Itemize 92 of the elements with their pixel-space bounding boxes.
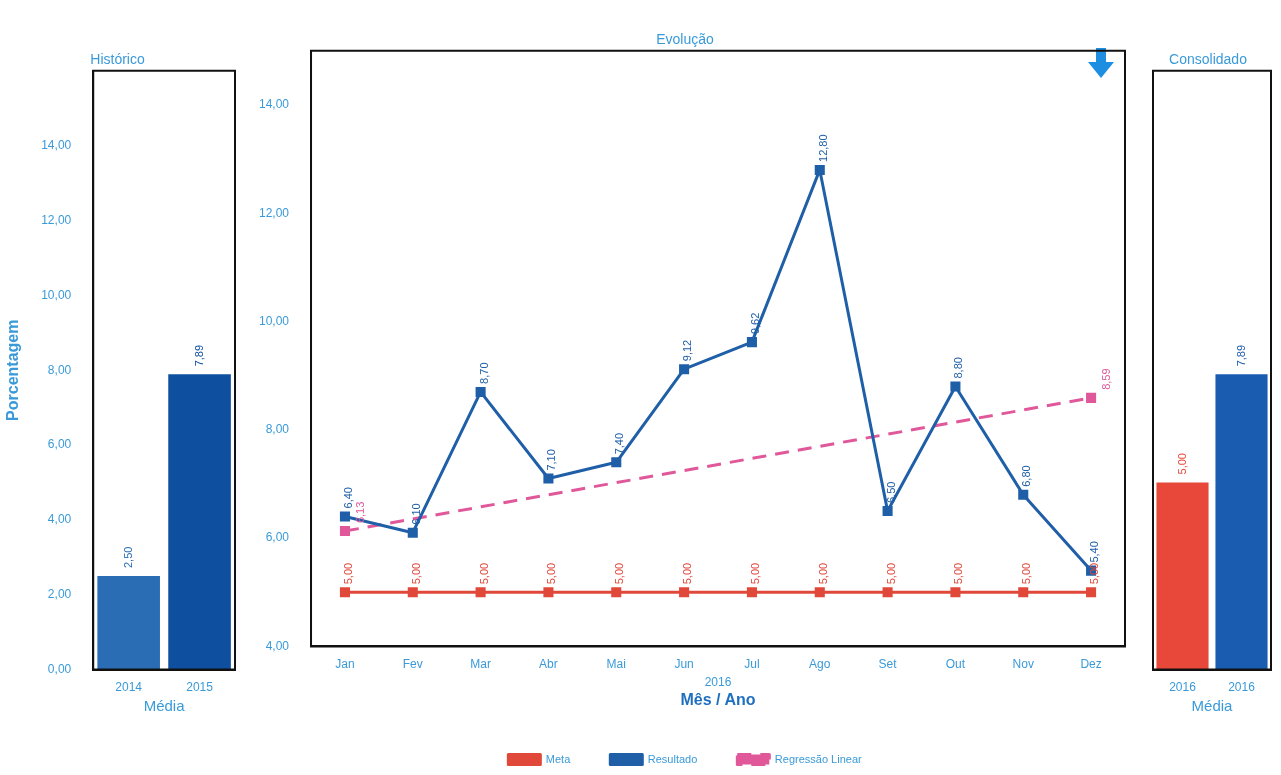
x-tick-label: Dez (1080, 656, 1102, 671)
x-axis-title: Média (143, 697, 186, 715)
data-label: 5,00 (816, 562, 829, 585)
x-axis-title: Mês / Ano (680, 690, 756, 708)
legend-label: Meta (545, 752, 572, 765)
x-tick-label: Mai (606, 656, 626, 671)
x-tick-label: Jan (335, 656, 355, 671)
x-tick-label: Fev (402, 656, 423, 671)
y-tick-label: 10,00 (259, 313, 290, 328)
data-label: 5,00 (613, 562, 626, 585)
point (679, 364, 690, 375)
x-tick-label: 2014 (115, 680, 143, 695)
data-label: 5,00 (681, 562, 694, 585)
x-tick-label: Set (878, 656, 898, 671)
data-label: 5,00 (1088, 562, 1101, 585)
data-label: 6,13 (353, 501, 366, 524)
data-label: 12,80 (816, 134, 829, 162)
data-label: 5,00 (409, 562, 422, 585)
y-tick-label: 12,00 (41, 212, 72, 227)
point (543, 587, 554, 598)
data-label: 5,00 (341, 562, 354, 585)
legend-label: Resultado (647, 752, 698, 765)
point (339, 511, 350, 522)
y-tick-label: 2,00 (47, 587, 72, 602)
point (814, 587, 825, 598)
x-axis-title: Média (1191, 697, 1234, 715)
x-tick-label: Jul (744, 656, 760, 671)
point (679, 587, 690, 598)
y-tick-label: 10,00 (41, 287, 72, 302)
data-label: 5,00 (884, 562, 897, 585)
data-label: 5,00 (545, 562, 558, 585)
x-tick-label: Mar (470, 656, 491, 671)
point (1086, 587, 1097, 598)
x-tick-label: Out (945, 656, 966, 671)
point (950, 381, 961, 392)
point (475, 587, 486, 598)
point (950, 587, 961, 598)
point (611, 457, 622, 468)
y-tick-label: 14,00 (41, 137, 72, 152)
data-label: 7,40 (613, 432, 626, 455)
data-label: 7,89 (192, 344, 205, 367)
data-label: 7,89 (1234, 344, 1247, 367)
y-tick-label: 8,00 (47, 362, 72, 377)
data-label: 5,00 (748, 562, 761, 585)
chart-title: Consolidado (1169, 51, 1248, 68)
point (407, 587, 418, 598)
point (407, 527, 418, 538)
data-label: 5,40 (1088, 541, 1101, 563)
data-label: 6,40 (341, 487, 354, 509)
data-label: 9,12 (681, 339, 694, 362)
x-tick-label: Ago (809, 656, 831, 671)
data-label: 5,00 (1020, 562, 1033, 585)
x-tick-label: Abr (539, 656, 558, 671)
point (746, 587, 757, 598)
y-tick-label: 4,00 (265, 638, 290, 653)
x-tick-label: Jun (674, 656, 694, 671)
y-tick-label: 6,00 (47, 437, 72, 452)
data-label: 8,70 (477, 362, 490, 384)
point (882, 587, 893, 598)
chart-title: Evolução (656, 31, 715, 48)
data-label: 7,10 (545, 449, 558, 471)
data-label: 8,59 (1100, 368, 1113, 390)
point (543, 473, 554, 484)
point (1018, 489, 1029, 500)
y-axis-title: Porcentagem (4, 319, 22, 421)
point (339, 526, 350, 537)
y-tick-label: 6,00 (265, 530, 290, 545)
y-tick-label: 12,00 (259, 205, 290, 220)
data-label: 2,50 (121, 546, 134, 569)
data-label: 6,80 (1020, 465, 1033, 487)
data-label: 5,00 (952, 562, 965, 585)
point (1018, 587, 1029, 598)
point (746, 337, 757, 348)
y-tick-label: 0,00 (47, 661, 72, 676)
data-label: 5,00 (477, 562, 490, 585)
point (1086, 392, 1097, 403)
x-tick-label: 2015 (186, 680, 214, 695)
legend-label: Regressão Linear (774, 752, 862, 765)
point (882, 506, 893, 517)
data-label: 5,00 (1175, 453, 1188, 475)
y-tick-label: 8,00 (265, 422, 290, 437)
data-label: 8,80 (952, 357, 965, 379)
point (611, 587, 622, 598)
point (339, 587, 350, 598)
x-tick-label: 2016 (1169, 680, 1197, 695)
chart-title: Histórico (90, 51, 145, 68)
x-tick-label: 2016 (1228, 680, 1256, 695)
point (814, 164, 825, 175)
y-tick-label: 4,00 (47, 512, 72, 527)
x-tick-label: Nov (1012, 656, 1034, 671)
point (475, 386, 486, 397)
y-tick-label: 14,00 (259, 97, 290, 112)
